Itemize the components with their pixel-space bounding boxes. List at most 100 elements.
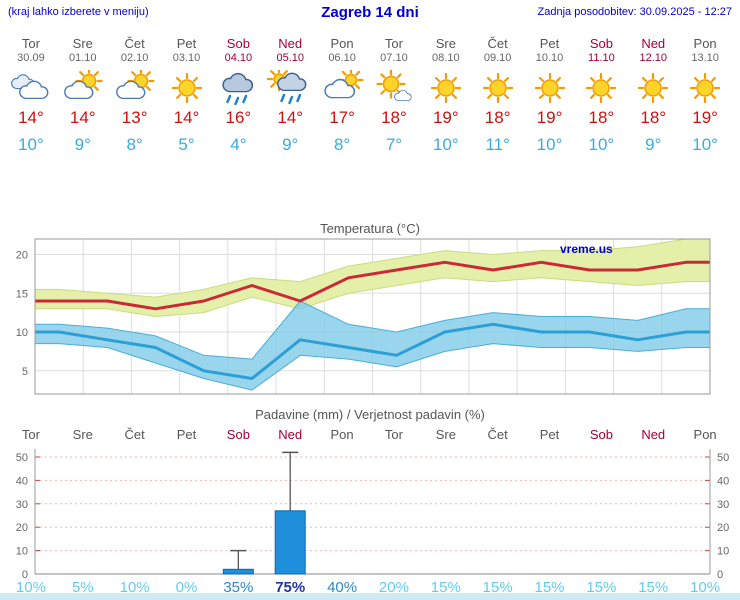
precip-probability: 10% <box>119 579 150 596</box>
footer-strip <box>0 593 740 600</box>
temp-min: 5° <box>178 135 195 154</box>
temp-min: 10° <box>692 135 718 154</box>
day-column[interactable]: Pon 06.10 17° 8° <box>316 30 368 155</box>
weather-icon <box>264 65 316 105</box>
svg-text:10: 10 <box>16 327 28 339</box>
precip-day-label: Sob <box>589 427 613 442</box>
day-date: 10.10 <box>535 52 564 64</box>
precip-day-label: Tor <box>21 427 40 442</box>
temp-chart: 5 10 15 20 vreme.us <box>16 238 711 395</box>
precip-probability: 15% <box>482 579 513 596</box>
weather-icon <box>5 65 57 105</box>
day-name: Čet <box>487 36 508 51</box>
day-column[interactable]: Čet 02.10 13° 8° <box>109 30 161 155</box>
temp-max: 18° <box>640 108 667 127</box>
precip-day-label: Pet <box>539 427 560 442</box>
temp-max: 13° <box>121 108 148 127</box>
svg-text:50: 50 <box>717 452 729 464</box>
svg-text:15: 15 <box>16 288 28 300</box>
svg-text:50: 50 <box>16 452 28 464</box>
day-date: 01.10 <box>69 52 97 64</box>
precip-probability: 10% <box>15 579 46 596</box>
temp-max: 19° <box>536 108 563 127</box>
weather-icon <box>316 65 368 105</box>
temp-max: 17° <box>329 108 355 127</box>
precip-probability: 15% <box>638 579 669 596</box>
precip-day-label: Pet <box>176 427 197 442</box>
precip-day-label: Sre <box>435 427 456 442</box>
day-column[interactable]: Pet 03.10 14° 5° <box>161 30 213 155</box>
day-name: Sre <box>435 36 456 51</box>
day-name: Pet <box>176 36 197 51</box>
weather-icon <box>472 65 524 105</box>
day-column[interactable]: Čet 09.10 18° 11° <box>472 30 524 155</box>
day-column[interactable]: Pet 10.10 19° 10° <box>524 30 576 155</box>
page-title: Zagreb 14 dni <box>321 4 419 21</box>
day-date: 13.10 <box>691 52 719 64</box>
temp-max: 14° <box>277 108 304 127</box>
precip-day-label: Ned <box>278 427 303 442</box>
day-name: Tor <box>384 36 403 51</box>
day-column[interactable]: Sre 08.10 19° 10° <box>420 30 472 155</box>
temp-max: 18° <box>484 108 511 127</box>
day-column[interactable]: Tor 07.10 18° 7° <box>368 30 420 155</box>
day-name: Čet <box>124 36 145 51</box>
weather-icon <box>679 65 731 105</box>
precip-probability: 10% <box>690 579 721 596</box>
day-date: 02.10 <box>120 52 149 64</box>
day-column[interactable]: Pon 13.10 19° 10° <box>679 30 731 155</box>
day-date: 30.09 <box>17 52 45 64</box>
precip-probability: 75% <box>275 579 306 596</box>
day-name: Sre <box>72 36 93 51</box>
precip-day-label: Čet <box>124 427 145 442</box>
temp-max: 14° <box>18 108 44 127</box>
menu-hint: (kraj lahko izberete v meniju) <box>8 6 149 18</box>
precip-probability: 40% <box>327 579 358 596</box>
temp-max: 18° <box>588 108 615 127</box>
day-date: 06.10 <box>328 52 356 64</box>
day-date: 11.10 <box>588 52 615 64</box>
svg-text:20: 20 <box>16 522 28 534</box>
precip-day-label: Pon <box>693 427 717 442</box>
temp-min: 10° <box>18 135 44 154</box>
precip-day-labels: Tor Sre Čet Pet Sob Ned Pon Tor Sre Čet Pet Sob Ned P… <box>5 427 731 442</box>
temp-max: 18° <box>381 108 407 127</box>
day-name: Pon <box>330 36 354 51</box>
weather-icon <box>57 65 109 105</box>
precip-probability: 35% <box>223 579 254 596</box>
precip-day-label: Tor <box>384 427 403 442</box>
temp-min: 10° <box>536 135 563 154</box>
day-column[interactable]: Sob 04.10 16° 4° <box>212 30 264 155</box>
day-date: 04.10 <box>224 52 253 64</box>
precip-day-label: Čet <box>487 427 508 442</box>
weather-icon <box>368 65 420 105</box>
day-date: 07.10 <box>380 52 408 64</box>
day-column[interactable]: Ned 05.10 14° 9° <box>264 30 316 155</box>
day-column[interactable]: Tor 30.09 14° 10° <box>5 30 57 155</box>
temp-max: 19° <box>432 108 459 127</box>
precip-probability: 15% <box>586 579 617 596</box>
precip-chart-title: Padavine (mm) / Verjetnost padavin (%) <box>255 407 485 422</box>
temp-max: 14° <box>173 108 200 127</box>
day-date: 03.10 <box>172 52 201 64</box>
temp-max: 14° <box>69 108 96 127</box>
day-column[interactable]: Sob 11.10 18° 10° <box>575 30 627 155</box>
svg-text:10: 10 <box>16 546 28 558</box>
precip-probability: 0% <box>175 579 198 596</box>
svg-text:30: 30 <box>16 499 28 511</box>
temp-min: 10° <box>588 135 615 154</box>
forecast-strip: Tor 30.09 14° 10° Sre 01.10 14° 9° Čet 0… <box>5 30 731 155</box>
day-column[interactable]: Ned 12.10 18° 9° <box>627 30 679 155</box>
precip-probability: 5% <box>71 579 94 596</box>
day-column[interactable]: Sre 01.10 14° 9° <box>57 30 109 155</box>
temp-chart-title: Temperatura (°C) <box>320 221 420 236</box>
day-name: Sob <box>226 36 250 51</box>
day-name: Ned <box>278 36 303 51</box>
weather-icon <box>109 65 161 105</box>
day-date: 08.10 <box>432 52 460 64</box>
temp-min: 9° <box>282 135 299 154</box>
temp-min: 9° <box>645 135 662 154</box>
weather-icon <box>627 65 679 105</box>
temp-min: 8° <box>126 135 143 154</box>
